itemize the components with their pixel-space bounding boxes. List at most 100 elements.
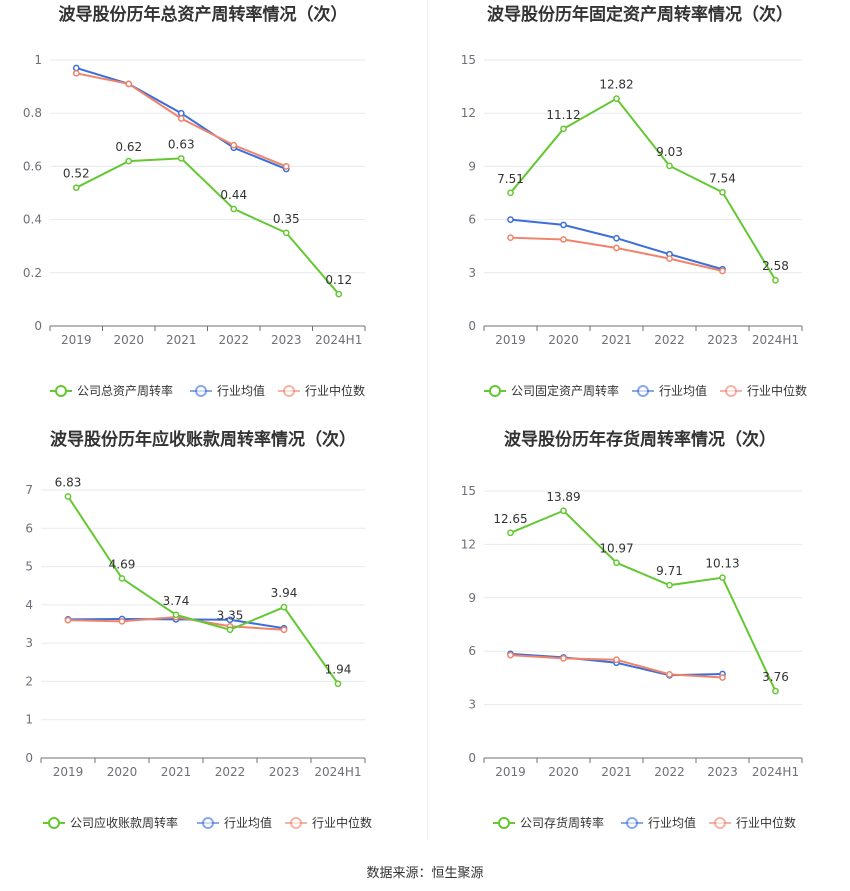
x-tick-label: 2020: [107, 765, 138, 779]
legend-item-industry_median: 行业中位数: [285, 815, 372, 830]
legend-label: 行业均值: [659, 383, 707, 398]
legend-marker: [498, 817, 510, 829]
legend-label: 行业中位数: [736, 815, 796, 830]
x-tick-label: 2019: [61, 333, 92, 347]
total-asset-turnover-chart: 波导股份历年总资产周转率情况（次） 0 0.2 0.4 0.6 0.8 1 2019 2020 2…: [23, 4, 366, 398]
data-point-industry_median: [507, 234, 514, 242]
x-tick-label: 2023: [707, 333, 738, 347]
x-tick-label: 2022: [218, 333, 249, 347]
data-point-industry_median: [230, 141, 238, 149]
data-point-company: [118, 575, 126, 582]
data-label: 3.94: [271, 586, 298, 600]
data-point-company: [335, 290, 343, 298]
y-tick-label: 1: [25, 713, 33, 727]
data-point-company: [613, 559, 620, 567]
data-label: 4.69: [109, 557, 136, 571]
data-point-company: [177, 155, 185, 162]
series-line-company: [510, 509, 777, 692]
x-tick-label: 2020: [113, 333, 144, 347]
data-label: 11.12: [546, 108, 580, 122]
gridlines: [484, 59, 802, 274]
chart-title: 波导股份历年固定资产周转率情况（次）: [487, 4, 793, 25]
legend-label: 公司总资产周转率: [77, 383, 173, 398]
x-tick-label: 2019: [53, 765, 84, 779]
data-point-industry_median: [72, 69, 80, 77]
y-tick-label: 1: [34, 53, 42, 67]
x-tick-label: 2024H1: [314, 765, 361, 779]
y-tick-label: 15: [461, 53, 476, 67]
legend-item-industry_avg: 行业均值: [632, 383, 707, 398]
data-label: 0.63: [168, 137, 195, 151]
data-label: 0.52: [63, 167, 90, 181]
data-point-company: [72, 184, 80, 192]
data-label: 3.74: [163, 594, 190, 608]
data-point-company: [772, 687, 779, 695]
legend-label: 公司存货周转率: [520, 815, 604, 830]
legend-item-company: 公司存货周转率: [493, 815, 604, 830]
x-tick-label: 2023: [271, 333, 302, 347]
chart-title: 波导股份历年总资产周转率情况（次）: [59, 4, 348, 25]
x-tick-label: 2022: [215, 765, 246, 779]
legend-marker: [55, 385, 67, 397]
y-tick-label: 0.2: [23, 266, 42, 280]
x-tick-label: 2021: [161, 765, 192, 779]
data-point-company: [230, 205, 238, 213]
data-point-industry_median: [507, 651, 514, 659]
y-tick-label: 0: [468, 319, 476, 333]
legend-marker: [489, 385, 501, 397]
data-point-industry_median: [719, 267, 726, 275]
y-tick-label: 4: [25, 598, 33, 612]
data-label: 9.71: [656, 564, 683, 578]
x-tick-label: 2021: [601, 333, 632, 347]
gridlines: [41, 489, 365, 721]
legend-item-industry_median: 行业中位数: [720, 383, 807, 398]
legend-label: 行业中位数: [747, 383, 807, 398]
data-label: 10.97: [599, 542, 633, 556]
data-point-company: [282, 229, 290, 237]
data-point-industry_median: [666, 255, 673, 262]
legend-item-industry_median: 行业中位数: [278, 383, 365, 398]
data-point-industry_avg: [560, 221, 567, 229]
x-tick-label: 2021: [601, 765, 632, 779]
data-label: 13.89: [546, 490, 580, 504]
series-line-industry_median: [510, 236, 723, 273]
y-tick-label: 6: [468, 213, 476, 227]
x-tick-label: 2022: [654, 765, 685, 779]
data-point-industry_avg: [507, 216, 514, 223]
data-point-company: [226, 626, 234, 634]
y-tick-label: 7: [25, 483, 33, 497]
y-tick-label: 12: [461, 537, 476, 551]
series-line-industry_avg: [510, 218, 723, 271]
y-tick-label: 0.4: [23, 213, 42, 227]
data-point-industry_median: [613, 244, 620, 252]
legend-marker: [725, 385, 737, 397]
data-point-company: [666, 581, 673, 589]
data-point-company: [719, 188, 726, 196]
x-tick-label: 2020: [548, 765, 579, 779]
data-point-industry_median: [125, 80, 133, 88]
legend-label: 行业均值: [217, 383, 265, 398]
legend-item-industry_median: 行业中位数: [709, 815, 796, 830]
series-company: [507, 507, 779, 695]
data-point-company: [560, 507, 567, 515]
data-point-industry_median: [613, 656, 620, 664]
data-point-company: [280, 603, 288, 611]
chart-panel-fixed-asset-turnover: 波导股份历年固定资产周转率情况（次） 0 3 6 9 12 15 2019 2020 2021 20…: [428, 0, 850, 415]
inventory-turnover-chart: 波导股份历年存货周转率情况（次） 0 3 6 9 12 15 2019 2020 2021 2022…: [461, 429, 803, 830]
x-tick-label: 2021: [166, 333, 197, 347]
y-tick-label: 6: [25, 521, 33, 535]
panel-divider: [427, 0, 428, 840]
data-point-industry_median: [282, 163, 290, 170]
data-point-industry_median: [280, 626, 288, 634]
series-company: [72, 155, 343, 298]
x-tick-label: 2022: [654, 333, 685, 347]
chart-panel-inventory-turnover: 波导股份历年存货周转率情况（次） 0 3 6 9 12 15 2019 2020 2021 2022…: [428, 425, 850, 845]
x-tick-label: 2023: [707, 765, 738, 779]
x-tick-label: 2020: [548, 333, 579, 347]
y-tick-label: 9: [468, 159, 476, 173]
data-point-industry_median: [64, 616, 72, 624]
legend-item-industry_avg: 行业均值: [190, 383, 265, 398]
data-point-industry_median: [666, 670, 673, 678]
legend-marker: [195, 385, 207, 397]
y-tick-label: 3: [468, 266, 476, 280]
